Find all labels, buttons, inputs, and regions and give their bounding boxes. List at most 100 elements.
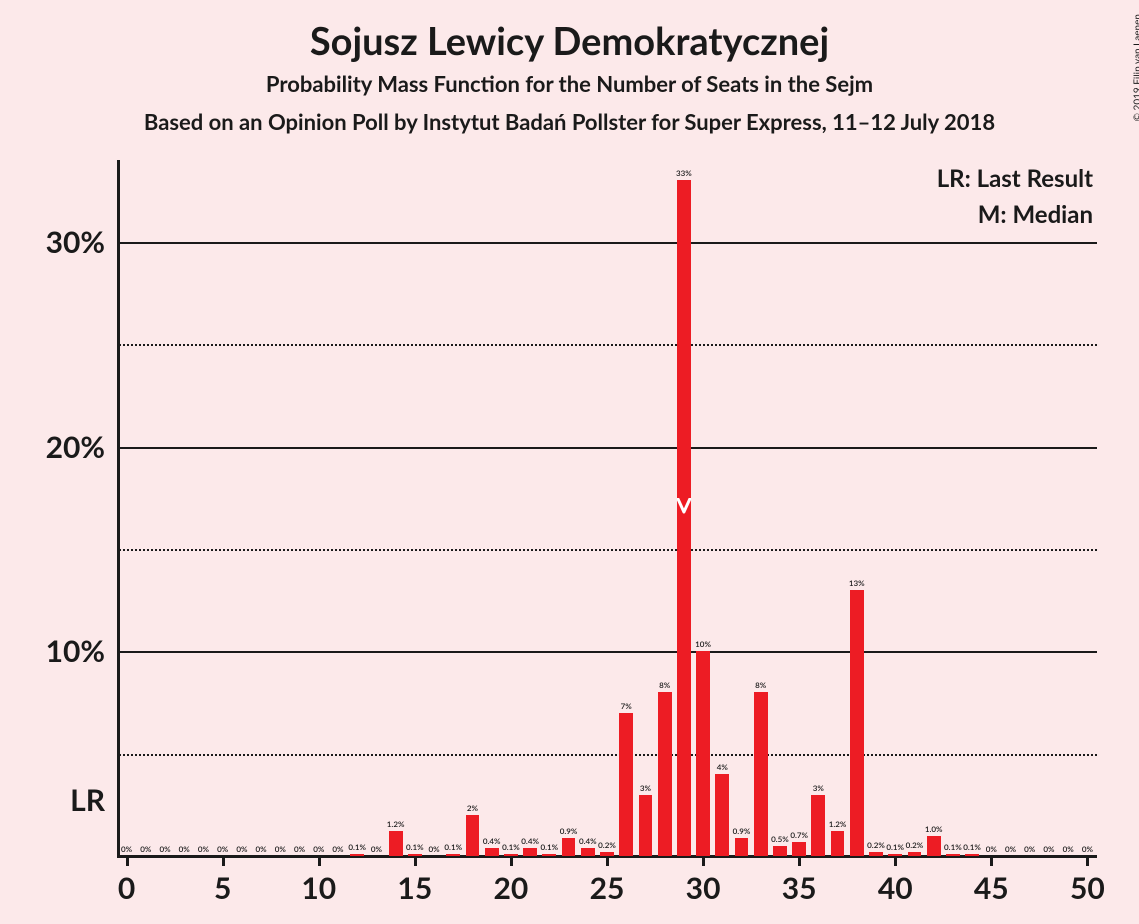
bar — [965, 854, 979, 856]
bar — [523, 848, 537, 856]
bar — [504, 854, 518, 856]
bar-value-label: 33% — [674, 168, 693, 178]
bar — [562, 838, 576, 856]
gridline-major — [119, 447, 1097, 449]
bar-value-label: 1.0% — [924, 824, 943, 834]
bar-value-label: 1.2% — [828, 819, 847, 829]
bar — [927, 836, 941, 856]
bar-value-label: 0% — [175, 844, 194, 854]
bar — [869, 852, 883, 856]
x-tick-label: 0 — [97, 870, 157, 906]
bar — [696, 651, 710, 856]
gridline-major — [119, 651, 1097, 653]
bar-value-label: 0.1% — [943, 842, 962, 852]
bar-value-label: 0.1% — [348, 842, 367, 852]
bar-value-label: 8% — [751, 680, 770, 690]
bar — [773, 846, 787, 856]
bar — [715, 774, 729, 856]
legend-lr: LR: Last Result — [937, 164, 1093, 193]
bar-value-label: 0.4% — [578, 836, 597, 846]
x-tick-label: 15 — [385, 870, 445, 906]
x-tick-mark — [702, 856, 705, 866]
bar-value-label: 0.1% — [962, 842, 981, 852]
bar-value-label: 7% — [617, 701, 636, 711]
bar-value-label: 0% — [252, 844, 271, 854]
bar-value-label: 0.1% — [886, 842, 905, 852]
bar — [639, 795, 653, 856]
x-tick-mark — [318, 856, 321, 866]
bar-value-label: 0.7% — [790, 830, 809, 840]
copyright-text: © 2019 Filip van Laenen — [1131, 14, 1139, 121]
bar — [850, 590, 864, 856]
bar-value-label: 2% — [463, 803, 482, 813]
bar — [466, 815, 480, 856]
bar-value-label: 0.9% — [732, 826, 751, 836]
bar-value-label: 1.2% — [386, 819, 405, 829]
bar — [600, 852, 614, 856]
x-tick-mark — [894, 856, 897, 866]
bar — [581, 848, 595, 856]
y-axis-line — [117, 160, 120, 856]
x-tick-mark — [1086, 856, 1089, 866]
bar-value-label: 0.2% — [866, 840, 885, 850]
bar-value-label: 0% — [367, 844, 386, 854]
bar — [619, 713, 633, 856]
lr-axis-label: LR — [70, 782, 105, 818]
x-tick-label: 10 — [289, 870, 349, 906]
bar-value-label: 0% — [213, 844, 232, 854]
bar — [485, 848, 499, 856]
bar-value-label: 0% — [155, 844, 174, 854]
bar-value-label: 0% — [1039, 844, 1058, 854]
bar-value-label: 0.9% — [559, 826, 578, 836]
bar-value-label: 3% — [636, 783, 655, 793]
y-tick-label: 10% — [46, 633, 105, 669]
bar-value-label: 0% — [232, 844, 251, 854]
x-tick-label: 50 — [1057, 870, 1117, 906]
x-tick-label: 35 — [769, 870, 829, 906]
bar — [792, 842, 806, 856]
chart-subtitle-2: Based on an Opinion Poll by Instytut Bad… — [0, 108, 1139, 135]
bar — [831, 831, 845, 856]
x-tick-mark — [990, 856, 993, 866]
x-tick-mark — [798, 856, 801, 866]
bar — [658, 692, 672, 856]
bar-value-label: 0% — [136, 844, 155, 854]
bar-value-label: 0.1% — [540, 842, 559, 852]
gridline-minor — [119, 549, 1097, 551]
bar-value-label: 4% — [713, 762, 732, 772]
bar — [389, 831, 403, 856]
x-tick-label: 30 — [673, 870, 733, 906]
bar-value-label: 0% — [290, 844, 309, 854]
bar-value-label: 0% — [194, 844, 213, 854]
bar-value-label: 0.5% — [770, 834, 789, 844]
x-tick-label: 45 — [961, 870, 1021, 906]
bar-value-label: 0% — [117, 844, 136, 854]
bar — [754, 692, 768, 856]
x-tick-label: 40 — [865, 870, 925, 906]
bar-value-label: 0.4% — [482, 836, 501, 846]
chart-title: Sojusz Lewicy Demokratycznej — [0, 18, 1139, 64]
x-tick-label: 20 — [481, 870, 541, 906]
bar — [350, 854, 364, 856]
bar — [408, 854, 422, 856]
x-tick-mark — [414, 856, 417, 866]
x-tick-mark — [510, 856, 513, 866]
y-tick-label: 30% — [46, 224, 105, 260]
x-tick-mark — [606, 856, 609, 866]
gridline-minor — [119, 344, 1097, 346]
bar-value-label: 0.1% — [444, 842, 463, 852]
bar-value-label: 0% — [982, 844, 1001, 854]
bar-value-label: 0% — [1001, 844, 1020, 854]
bar-value-label: 0% — [328, 844, 347, 854]
y-tick-label: 20% — [46, 429, 105, 465]
bar-value-label: 3% — [809, 783, 828, 793]
gridline-major — [119, 242, 1097, 244]
bar-value-label: 8% — [655, 680, 674, 690]
bar — [888, 854, 902, 856]
legend-m: M: Median — [978, 200, 1093, 229]
bar — [446, 854, 460, 856]
x-tick-mark — [222, 856, 225, 866]
x-tick-label: 5 — [193, 870, 253, 906]
bar-value-label: 0% — [1020, 844, 1039, 854]
chart-plot-area: 10%20%30%051015202530354045500%0%0%0%0%0… — [117, 160, 1097, 856]
